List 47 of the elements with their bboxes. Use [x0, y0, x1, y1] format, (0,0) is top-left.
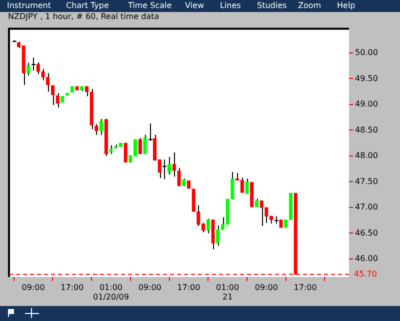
text: Zoom — [298, 0, 322, 12]
ref-line-label: 45.70 — [354, 270, 377, 279]
text: Studies — [257, 0, 287, 12]
x-tick-label: 01:00 21 — [216, 282, 240, 302]
x-tick-label: 09:00 — [254, 282, 278, 292]
candlestick — [206, 218, 210, 234]
text: View — [185, 0, 204, 12]
candlestick — [143, 134, 147, 154]
text: Instrument — [7, 0, 52, 12]
y-tick-label: 48.00 — [355, 151, 378, 160]
y-tick-label: 49.00 — [355, 100, 378, 109]
y-tick-label: 49.50 — [355, 74, 378, 83]
candlestick — [260, 200, 264, 227]
candlestick — [162, 159, 167, 180]
candlestick — [41, 68, 45, 81]
y-tick-label: 50.00 — [355, 48, 378, 58]
candlestick — [56, 92, 60, 108]
candlestick — [245, 178, 249, 194]
candlestick — [26, 62, 30, 76]
y-tick-label: 46.00 — [355, 254, 378, 264]
candlestick — [148, 123, 153, 142]
x-tick-label: 17:00 — [294, 282, 317, 292]
candlestick — [31, 57, 36, 72]
y-tick-label: 47.50 — [355, 176, 378, 186]
text: Time Scale — [128, 0, 172, 12]
candlestick — [274, 216, 279, 224]
x-tick-label: 01:00 01/20/09 — [93, 282, 129, 302]
chart-title: NZDJPY , 1 hour, # 60, Real time data — [8, 12, 160, 22]
y-tick-label: 48.50 — [355, 125, 378, 134]
candlestick — [99, 118, 104, 136]
x-tick-label: 17:00 — [177, 282, 200, 292]
text: Lines — [220, 0, 241, 12]
text: Help — [337, 0, 356, 12]
candlestick — [138, 137, 142, 154]
candlestick — [50, 84, 55, 106]
candlestick — [211, 219, 215, 250]
y-tick-label: 46.50 — [355, 228, 378, 238]
y-tick-label: 47.00 — [355, 202, 378, 212]
text: Chart Type — [66, 0, 109, 12]
candlestick — [230, 171, 234, 200]
candlestick — [124, 142, 128, 162]
candlestick — [177, 167, 181, 187]
x-tick-label: 09:00 — [138, 282, 162, 292]
candlestick — [94, 124, 98, 136]
candlestick — [46, 72, 50, 92]
x-tick-label: 09:00 — [22, 282, 45, 292]
x-tick-label: 17:00 — [60, 282, 84, 292]
